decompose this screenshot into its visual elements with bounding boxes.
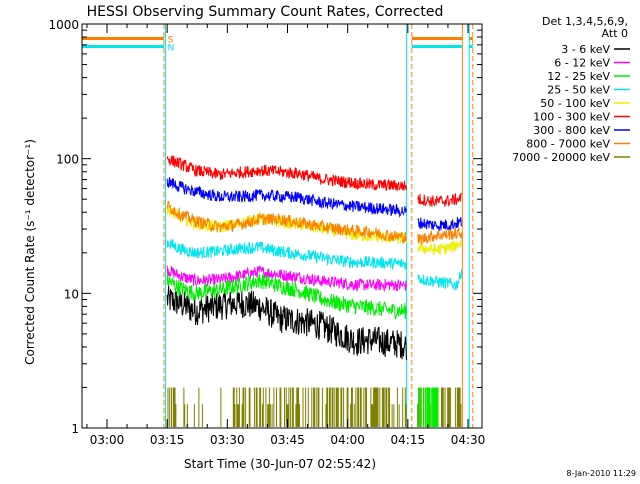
plot-area: SN 03:00 03:15 03:30 03:45 04:00 04:15 04:30 1 10… [48,18,485,447]
x-tick-label: 03:45 [270,433,305,447]
series-line [166,200,463,245]
x-tick-label: 03:00 [90,433,125,447]
chart-title: HESSI Observing Summary Count Rates, Cor… [87,4,444,20]
x-axis-label: Start Time (30-Jun-07 02:55:42) [184,457,376,471]
y-tick-label: 10 [64,287,79,301]
legend-label: 25 - 50 keV [547,84,610,97]
attenuator-note: Att 0 [602,27,628,40]
legend-label: 6 - 12 keV [554,57,610,70]
y-tick-label: 100 [56,153,79,167]
x-tick-label: 03:30 [210,433,245,447]
plot-frame [81,23,483,429]
flag-label-S: S [168,36,174,46]
x-tick-label: 04:00 [330,433,365,447]
legend-label: 7000 - 20000 keV [512,151,610,164]
series-line [166,285,407,361]
legend-label: 300 - 800 keV [533,124,610,137]
series-line [166,155,463,208]
series-line [166,177,463,232]
legend-label: 3 - 6 keV [561,43,610,56]
y-axis-label: Corrected Count Rate (s⁻¹ detector⁻¹) [23,139,37,365]
legend-label: 12 - 25 keV [547,70,610,83]
y-tick-label: 1 [71,422,79,436]
legend-label: 800 - 7000 keV [526,138,610,151]
series-line [166,264,407,292]
y-tick-label: 1000 [48,18,79,32]
flag-label-N: N [168,44,175,54]
x-tick-label: 03:15 [150,433,185,447]
series-line [166,273,407,320]
x-tick-label: 04:15 [391,433,426,447]
legend-label: 100 - 300 keV [533,111,610,124]
timestamp: 8-Jan-2010 11:29 [566,469,636,478]
x-tick-label: 04:30 [451,433,486,447]
detector-note: Det 1,3,4,5,6,9, [542,15,628,28]
legend-label: 50 - 100 keV [540,97,610,110]
series-12-25-kev-spikes [418,387,439,427]
series-line [166,239,463,291]
